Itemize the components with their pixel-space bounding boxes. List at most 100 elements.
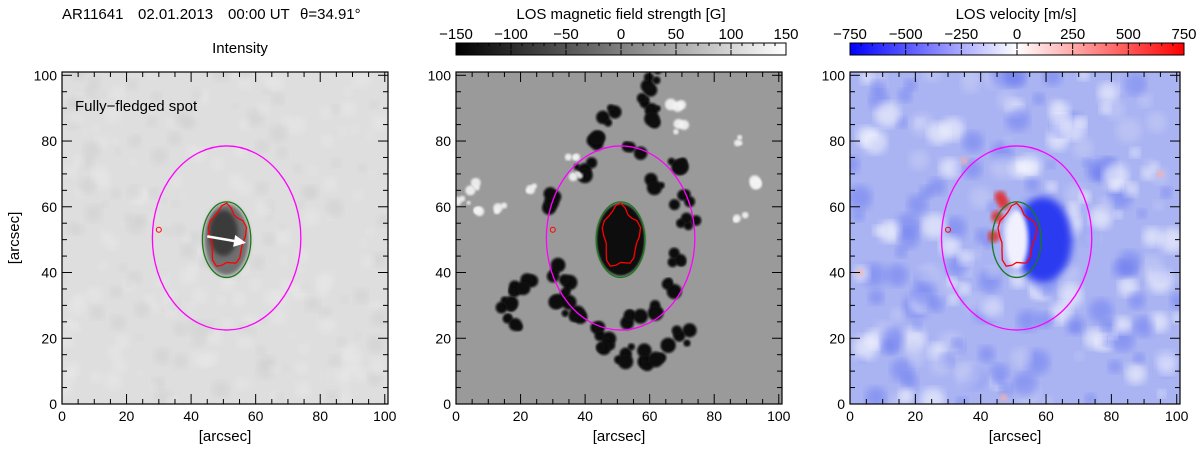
granule [295,361,309,375]
granule [255,182,269,195]
granule [326,390,341,404]
granule [331,158,341,168]
granule [149,382,158,391]
y-tick-label: 20 [829,330,845,346]
granule [302,208,320,226]
granule [114,147,122,155]
granule [353,367,368,382]
negative-polarity-patch [595,342,606,353]
magnetic-colorbar-ticks: −150 −100 −50 0 50 100 150 [439,26,799,55]
velocity-cell [1159,227,1180,253]
y-tick-label: 40 [435,265,451,281]
velocity-cell [1084,393,1097,404]
contours-panel-2 [545,145,696,331]
positive-polarity-patch [572,153,581,161]
magnetic-umbra [596,203,645,276]
negative-polarity-patch [504,295,519,311]
granule [300,282,310,293]
velocity-cell [962,131,984,153]
positive-polarity-patch [673,118,684,129]
negative-polarity-patch [680,212,693,224]
granule [125,280,133,288]
positive-polarity-patch [568,172,578,182]
granule [276,147,288,159]
colorbar-tick-label: −250 [944,26,978,43]
positive-polarity-patch [466,200,471,206]
x-tick-label: 0 [58,408,66,424]
y-tick-label: 0 [837,396,845,412]
velocity-cell [1074,351,1085,361]
velocity-cell [927,122,950,145]
outer-boundary-contour [545,145,696,331]
granule [126,79,139,91]
velocity-cell [1036,311,1053,329]
negative-polarity-patch [643,72,654,83]
negative-polarity-patch [633,146,648,160]
granule [319,106,332,119]
granule [371,114,388,132]
granule [105,236,119,250]
y-tick-label: 80 [435,133,451,149]
velocity-cell [1113,83,1125,94]
negative-polarity-patch [508,286,518,296]
x-tick-label: 40 [183,408,199,424]
positive-polarity-patch [465,185,476,196]
granule [350,125,359,134]
positive-polarity-patch [473,206,482,215]
granule [175,110,192,127]
negative-polarity-patch [502,313,513,324]
y-tick-label: 0 [443,396,451,412]
granule [257,358,265,367]
contours-panel-3 [940,145,1093,331]
colorbar-tick-label: 0 [617,26,625,43]
x-tick-label: 40 [973,408,989,424]
granule [161,72,168,77]
velocity-cell [874,101,901,128]
granule [180,243,196,259]
negative-polarity-patch [633,308,648,324]
velocity-cell [1043,396,1054,404]
granule [150,303,160,314]
velocity-cell [1133,316,1155,338]
granule [247,380,255,388]
redshift-patch [994,190,1007,203]
granule [238,119,250,131]
positive-polarity-patch [500,202,508,209]
granule [328,355,341,367]
granule [340,295,349,303]
penumbra-contour [991,201,1042,279]
granule [69,96,84,110]
granule [72,155,85,168]
granule [118,263,128,272]
granule [263,289,280,306]
granule [136,369,144,376]
granule [211,157,224,170]
velocity-cell [1105,99,1126,120]
granule [269,124,288,143]
granule [296,201,305,210]
granule [256,345,267,357]
granule [232,292,246,307]
velocity-cell [1129,147,1141,158]
granule [369,100,379,110]
x-axis-label: [arcsec] [989,428,1042,445]
y-tick-label: 100 [428,67,452,83]
negative-polarity-patch [683,339,691,347]
positive-polarity-patch [737,140,743,146]
granule [256,72,267,79]
negative-polarity-patch [646,180,662,196]
velocity-colorbar: −750 −500 −250 0 250 500 750 [833,26,1197,56]
velocity-cell [1062,116,1086,141]
velocity-cell [1077,72,1090,81]
positive-polarity-patch [672,101,684,113]
velocity-cell [1042,72,1063,86]
velocity-cell [898,88,912,103]
granule [94,97,101,104]
velocity-cell [907,194,928,215]
granule [231,102,238,109]
granule [165,396,178,404]
velocity-cell [1010,347,1032,369]
x-tick-label: 0 [846,408,854,424]
negative-polarity-patch [586,157,598,169]
negative-polarity-patch [577,167,593,184]
